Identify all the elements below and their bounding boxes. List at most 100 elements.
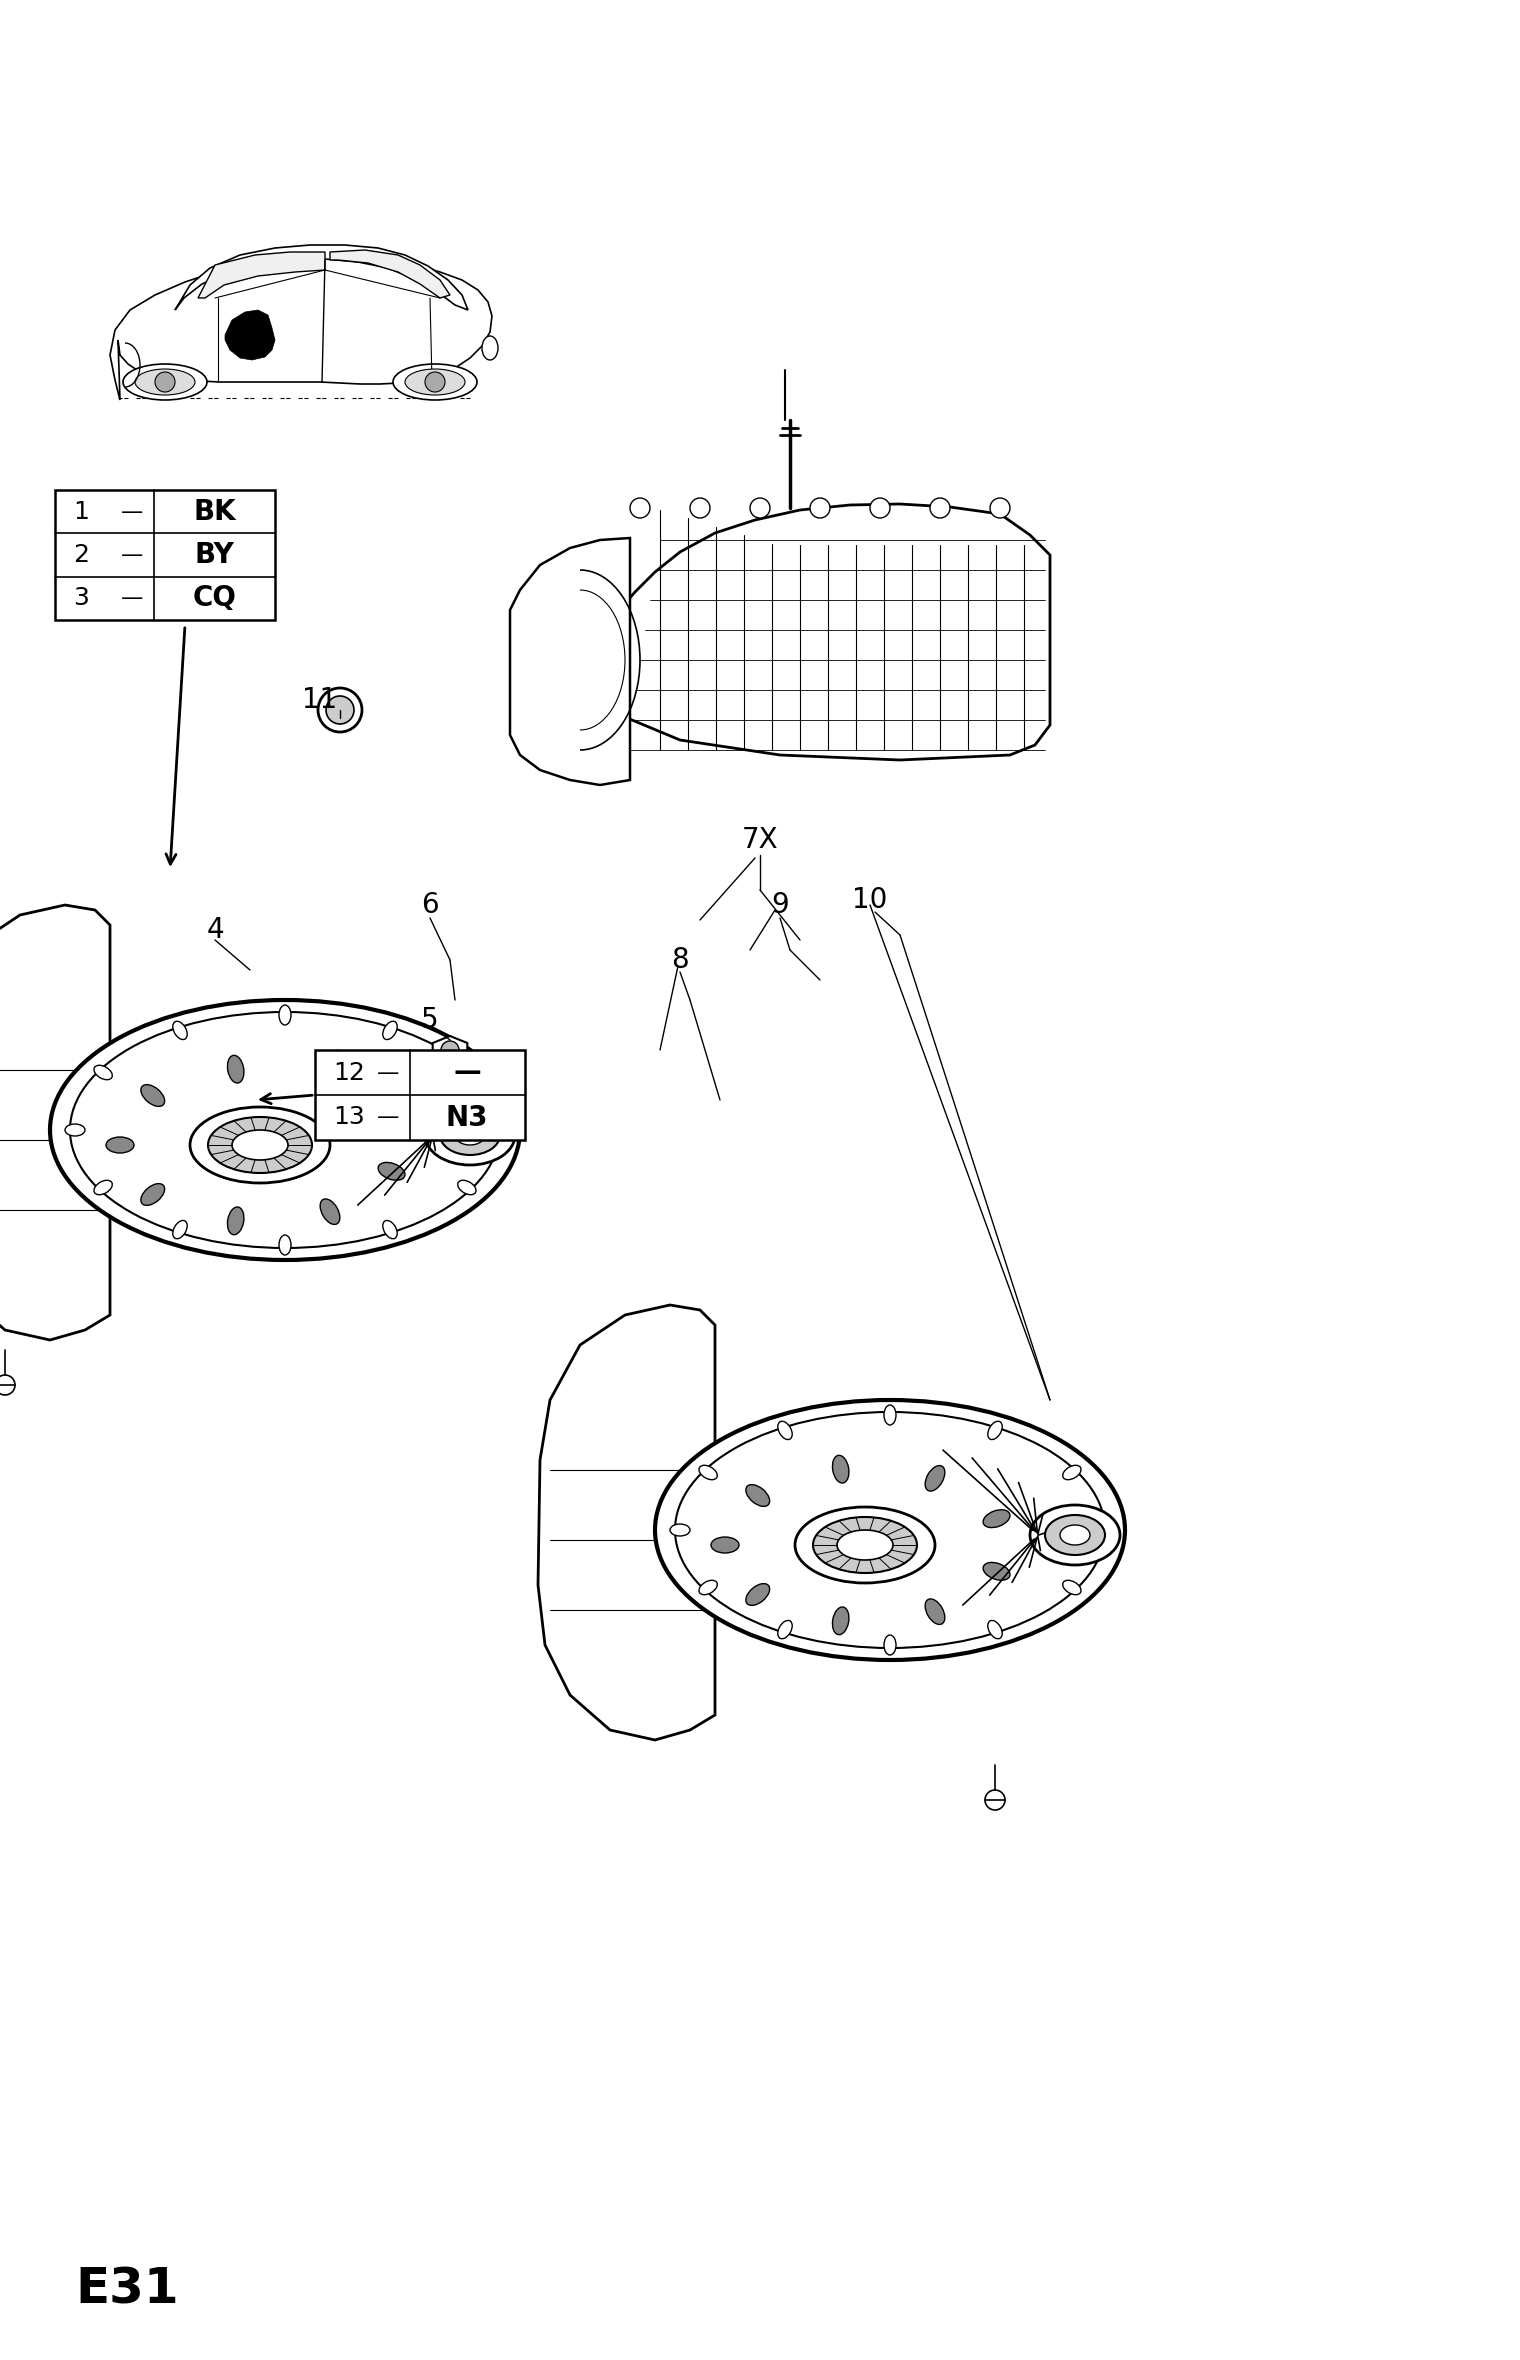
Polygon shape	[538, 1305, 714, 1739]
Ellipse shape	[458, 1064, 476, 1081]
Ellipse shape	[833, 1607, 850, 1635]
Circle shape	[985, 1789, 1005, 1810]
Text: 3: 3	[73, 585, 88, 611]
Polygon shape	[581, 505, 1050, 760]
Ellipse shape	[378, 1109, 404, 1128]
Circle shape	[690, 498, 710, 517]
Ellipse shape	[1046, 1515, 1105, 1555]
Text: E31: E31	[74, 2266, 179, 2315]
Text: 4: 4	[207, 916, 223, 944]
Bar	[315, 1050, 524, 1140]
Ellipse shape	[141, 1086, 164, 1107]
Ellipse shape	[135, 368, 195, 394]
Polygon shape	[433, 1036, 467, 1064]
Ellipse shape	[123, 363, 207, 399]
Polygon shape	[175, 245, 468, 309]
Ellipse shape	[988, 1421, 1002, 1440]
Ellipse shape	[655, 1399, 1125, 1659]
Ellipse shape	[885, 1635, 895, 1654]
Circle shape	[629, 498, 651, 517]
Ellipse shape	[173, 1022, 187, 1038]
Polygon shape	[225, 309, 275, 361]
Ellipse shape	[926, 1466, 945, 1492]
Text: 12: 12	[333, 1060, 365, 1086]
Ellipse shape	[675, 1411, 1105, 1647]
Ellipse shape	[983, 1510, 1009, 1527]
Ellipse shape	[208, 1116, 312, 1173]
Bar	[55, 491, 275, 621]
Text: BK: BK	[193, 498, 236, 526]
Ellipse shape	[833, 1456, 850, 1482]
Text: —: —	[120, 503, 143, 522]
Circle shape	[0, 1376, 15, 1395]
Text: 6: 6	[421, 892, 439, 918]
Text: —: —	[120, 588, 143, 609]
Ellipse shape	[50, 1001, 520, 1260]
Text: 2: 2	[73, 543, 90, 566]
Ellipse shape	[983, 1562, 1009, 1581]
Text: 13: 13	[333, 1104, 365, 1130]
Ellipse shape	[85, 1048, 435, 1241]
Polygon shape	[233, 312, 264, 335]
Ellipse shape	[141, 1185, 164, 1206]
Ellipse shape	[485, 1123, 505, 1135]
Ellipse shape	[838, 1529, 894, 1560]
Ellipse shape	[746, 1484, 769, 1506]
Polygon shape	[511, 538, 629, 786]
Ellipse shape	[690, 1449, 1040, 1643]
Ellipse shape	[795, 1508, 935, 1584]
Ellipse shape	[926, 1600, 945, 1624]
Text: —: —	[453, 1060, 482, 1086]
Text: 1: 1	[73, 500, 88, 524]
Ellipse shape	[458, 1180, 476, 1194]
Ellipse shape	[426, 1104, 515, 1166]
Text: 9: 9	[771, 892, 789, 918]
Text: N3: N3	[445, 1104, 488, 1130]
Text: 11: 11	[302, 687, 337, 715]
Circle shape	[318, 689, 362, 732]
Ellipse shape	[94, 1180, 112, 1194]
Polygon shape	[198, 253, 325, 297]
Ellipse shape	[394, 363, 477, 399]
Text: 7X: 7X	[742, 826, 778, 854]
Ellipse shape	[280, 1005, 290, 1024]
Ellipse shape	[190, 1107, 330, 1182]
Ellipse shape	[482, 335, 499, 361]
Ellipse shape	[233, 1130, 287, 1161]
Ellipse shape	[885, 1404, 895, 1425]
Ellipse shape	[778, 1621, 792, 1638]
Circle shape	[990, 498, 1009, 517]
Ellipse shape	[454, 1126, 485, 1145]
Ellipse shape	[94, 1064, 112, 1081]
Ellipse shape	[439, 1114, 500, 1154]
Ellipse shape	[383, 1022, 397, 1038]
Text: 8: 8	[672, 946, 689, 975]
Ellipse shape	[778, 1421, 792, 1440]
Ellipse shape	[746, 1584, 769, 1605]
Ellipse shape	[280, 1234, 290, 1256]
Ellipse shape	[378, 1163, 404, 1180]
Circle shape	[930, 498, 950, 517]
Ellipse shape	[1090, 1525, 1110, 1536]
Circle shape	[749, 498, 771, 517]
Polygon shape	[330, 250, 450, 297]
Ellipse shape	[65, 1036, 454, 1253]
Ellipse shape	[404, 368, 465, 394]
Ellipse shape	[321, 1067, 340, 1090]
Ellipse shape	[699, 1466, 717, 1480]
Ellipse shape	[670, 1437, 1059, 1652]
Circle shape	[869, 498, 891, 517]
Ellipse shape	[711, 1536, 739, 1553]
Ellipse shape	[65, 1123, 85, 1135]
Ellipse shape	[1062, 1581, 1081, 1595]
Circle shape	[325, 696, 354, 725]
Polygon shape	[0, 904, 109, 1340]
Text: CQ: CQ	[193, 585, 237, 611]
Ellipse shape	[1031, 1506, 1120, 1565]
Ellipse shape	[1059, 1525, 1090, 1546]
Ellipse shape	[670, 1525, 690, 1536]
Circle shape	[441, 1041, 459, 1060]
Ellipse shape	[321, 1199, 340, 1225]
Circle shape	[810, 498, 830, 517]
Text: 10: 10	[853, 885, 888, 913]
